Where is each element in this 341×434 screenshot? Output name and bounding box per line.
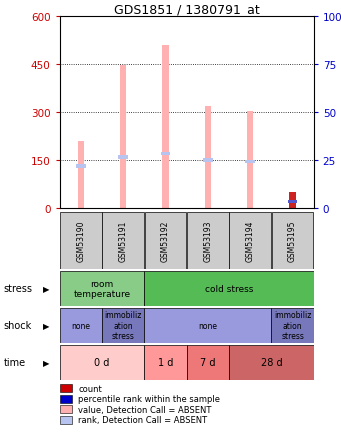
Text: immobiliz
ation
stress: immobiliz ation stress bbox=[104, 311, 142, 340]
Bar bbox=[144, 345, 187, 380]
Bar bbox=[102, 308, 144, 343]
Bar bbox=[144, 271, 314, 306]
Bar bbox=[144, 308, 271, 343]
Bar bbox=[118, 155, 128, 159]
Text: rank, Detection Call = ABSENT: rank, Detection Call = ABSENT bbox=[78, 415, 208, 424]
Text: none: none bbox=[198, 321, 217, 330]
Text: 7 d: 7 d bbox=[200, 358, 216, 367]
Bar bbox=[102, 213, 144, 269]
Bar bbox=[203, 159, 213, 162]
Text: GSM53195: GSM53195 bbox=[288, 220, 297, 262]
Text: percentile rank within the sample: percentile rank within the sample bbox=[78, 395, 220, 403]
Bar bbox=[229, 345, 314, 380]
Bar bbox=[60, 213, 102, 269]
Bar bbox=[162, 46, 169, 208]
Text: cold stress: cold stress bbox=[205, 284, 253, 293]
Bar bbox=[288, 200, 297, 204]
Text: value, Detection Call = ABSENT: value, Detection Call = ABSENT bbox=[78, 405, 212, 414]
Text: 1 d: 1 d bbox=[158, 358, 173, 367]
Text: count: count bbox=[78, 384, 102, 393]
Text: ▶: ▶ bbox=[43, 321, 49, 330]
Text: immobiliz
ation
stress: immobiliz ation stress bbox=[274, 311, 311, 340]
Bar bbox=[290, 192, 296, 208]
Title: GDS1851 / 1380791_at: GDS1851 / 1380791_at bbox=[114, 3, 260, 16]
Bar bbox=[187, 345, 229, 380]
Bar bbox=[76, 165, 86, 169]
Bar bbox=[247, 111, 253, 208]
Text: GSM53191: GSM53191 bbox=[119, 220, 128, 262]
Bar bbox=[187, 213, 228, 269]
Bar bbox=[271, 308, 314, 343]
Bar bbox=[60, 308, 102, 343]
Bar bbox=[246, 160, 255, 164]
Text: ▶: ▶ bbox=[43, 284, 49, 293]
Bar bbox=[272, 213, 313, 269]
Text: 28 d: 28 d bbox=[261, 358, 282, 367]
Text: GSM53193: GSM53193 bbox=[203, 220, 212, 262]
Text: GSM53192: GSM53192 bbox=[161, 220, 170, 262]
Text: GSM53190: GSM53190 bbox=[76, 220, 85, 262]
Bar bbox=[78, 141, 84, 208]
Text: stress: stress bbox=[3, 284, 32, 293]
Bar bbox=[205, 106, 211, 208]
Bar bbox=[120, 66, 127, 208]
Bar bbox=[145, 213, 186, 269]
Bar bbox=[229, 213, 271, 269]
Bar bbox=[60, 345, 144, 380]
Bar bbox=[60, 271, 144, 306]
Text: time: time bbox=[3, 358, 26, 367]
Text: GSM53194: GSM53194 bbox=[246, 220, 255, 262]
Text: 0 d: 0 d bbox=[94, 358, 110, 367]
Text: room
temperature: room temperature bbox=[73, 279, 131, 298]
Text: none: none bbox=[71, 321, 90, 330]
Text: ▶: ▶ bbox=[43, 358, 49, 367]
Text: shock: shock bbox=[3, 321, 32, 330]
Bar bbox=[161, 152, 170, 156]
